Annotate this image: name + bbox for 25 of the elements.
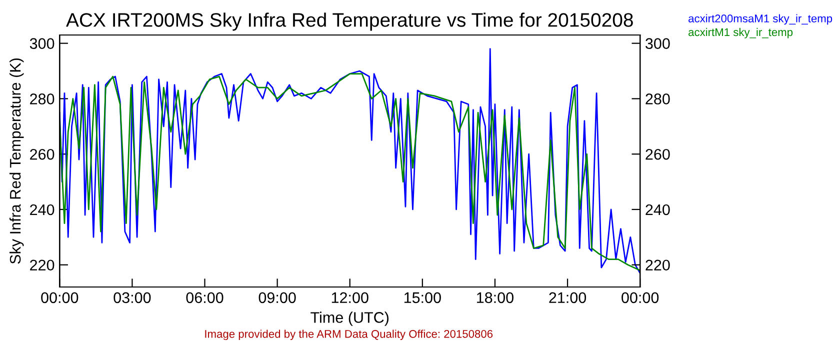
y-axis-title: Sky Infra Red Temperature (K): [9, 58, 24, 264]
text: acxirtM1 sky_ir_temp: [688, 28, 793, 38]
y2-tick-label: 300: [646, 38, 670, 49]
y-tick-label: 280: [30, 94, 54, 104]
x-tick-label: 18:00: [477, 292, 514, 304]
y2-tick-label: 260: [646, 148, 670, 160]
y-tick-label: 240: [30, 204, 54, 216]
text: acxirt200msaM1 sky_ir_temp: [688, 14, 832, 25]
y-tick-label: 260: [30, 148, 54, 160]
x-tick-label: 00:00: [41, 292, 78, 304]
x-tick-label: 03:00: [114, 292, 151, 304]
y2-tick-label: 240: [646, 204, 670, 216]
x-tick-label: 21:00: [549, 292, 586, 304]
y-tick-label: 220: [30, 260, 54, 271]
x-axis-title: Time (UTC): [310, 312, 389, 326]
x-tick-label: 09:00: [258, 292, 296, 304]
text: Image provided by the ARM Data Quality Office: 20150806: [205, 330, 493, 340]
y2-tick-label: 220: [646, 260, 670, 271]
x-tick-label: 15:00: [404, 292, 441, 304]
x-tick-label: 12:00: [332, 292, 368, 304]
x-tick-label: 06:00: [186, 292, 224, 304]
chart-title: ACX IRT200MS Sky Infra Red Temperature vs Time for 20150208: [66, 12, 633, 31]
y2-tick-label: 280: [646, 94, 670, 104]
y-tick-label: 300: [30, 38, 54, 49]
x-tick-label: 00:00: [622, 292, 659, 304]
